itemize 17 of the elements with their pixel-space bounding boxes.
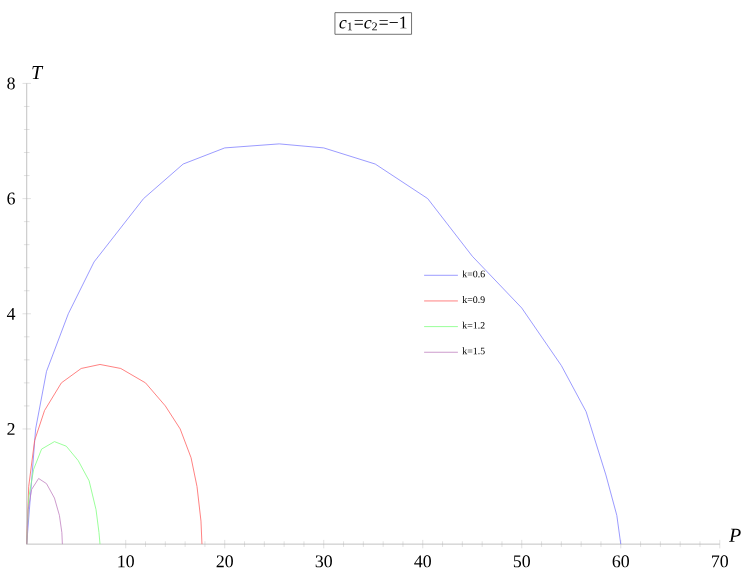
x-tick-label: 20 <box>216 555 233 568</box>
x-tick-label: 50 <box>513 555 530 568</box>
y-tick-label: 2 <box>7 423 15 435</box>
x-axis-title: P <box>728 528 741 542</box>
chart-title: c$_{1}$=c$_{2}$=−1 <box>339 16 407 31</box>
y-tick-label: 6 <box>7 192 15 205</box>
x-tick-label: 70 <box>712 555 728 568</box>
x-tick-label: 40 <box>414 555 431 568</box>
x-tick-label: 30 <box>315 555 332 568</box>
y-tick-label: 8 <box>7 77 15 90</box>
x-tick-label: 10 <box>118 555 134 568</box>
x-tick-label: 60 <box>612 555 629 568</box>
line-series <box>26 143 622 545</box>
line-series <box>26 364 203 545</box>
y-tick-label: 4 <box>6 307 16 320</box>
y-axis-title: T <box>32 66 44 80</box>
line-series <box>26 478 63 545</box>
